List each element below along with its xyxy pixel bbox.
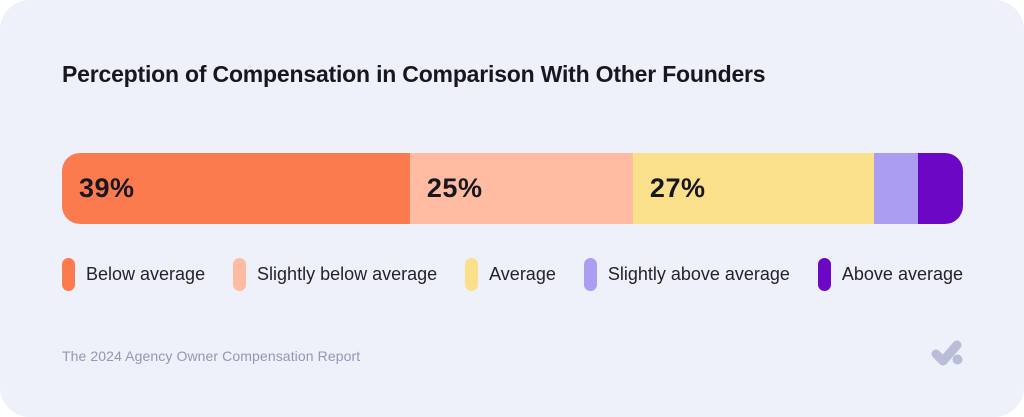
- legend-swatch-icon: [62, 258, 75, 291]
- legend-swatch-icon: [233, 258, 247, 291]
- legend-item-average: Average: [465, 258, 556, 291]
- bar-segment-above-average: [918, 153, 963, 224]
- legend: Below average Slightly below average Avera…: [62, 258, 963, 291]
- logo-checkmark-icon: [931, 340, 963, 366]
- segment-value-label: 25%: [426, 173, 483, 203]
- bar-segment-slightly-below-average: 25%: [409, 153, 633, 224]
- legend-item-slightly-above-average: Slightly above average: [583, 258, 790, 291]
- chart-title: Perception of Compensation in Comparison…: [62, 61, 766, 87]
- legend-label: Above average: [841, 264, 963, 284]
- legend-label: Below average: [86, 264, 206, 284]
- legend-swatch-icon: [817, 258, 831, 291]
- segment-value-label: 27%: [649, 173, 706, 203]
- bar-segment-average: 27%: [632, 153, 874, 224]
- bar-segment-slightly-above-average: [873, 153, 919, 224]
- bar-segment-below-average: 39%: [62, 153, 410, 224]
- legend-label: Slightly below average: [257, 264, 438, 284]
- stacked-bar: 39% 25% 27%: [62, 153, 963, 224]
- legend-item-below-average: Below average: [62, 258, 205, 291]
- source-label: The 2024 Agency Owner Compensation Repor…: [62, 348, 361, 364]
- legend-swatch-icon: [583, 258, 597, 291]
- legend-label: Average: [489, 264, 556, 284]
- legend-label: Slightly above average: [607, 264, 790, 284]
- legend-item-above-average: Above average: [817, 258, 963, 291]
- legend-item-slightly-below-average: Slightly below average: [233, 258, 437, 291]
- legend-swatch-icon: [465, 258, 479, 291]
- segment-value-label: 39%: [79, 173, 135, 203]
